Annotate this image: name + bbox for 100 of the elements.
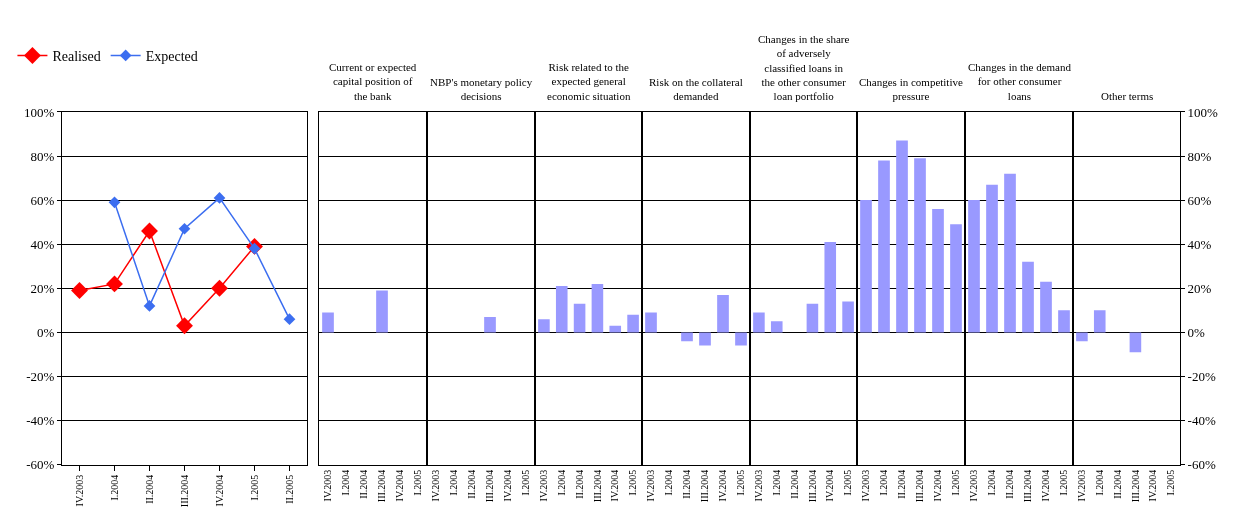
y2-tick-label: 0% — [1187, 324, 1206, 340]
x-tick-label: I.2005 — [627, 469, 639, 496]
x-tick-label: I.2005 — [735, 469, 747, 496]
y-tick-label: -60% — [26, 457, 55, 473]
x-tick-label: II.2005 — [283, 474, 295, 504]
x-tick-label: I.2004 — [556, 469, 567, 496]
chart-title: NBP's monetary policy decisions — [430, 76, 533, 103]
bar — [591, 283, 604, 333]
point — [211, 279, 228, 297]
x-tick-label: I.2005 — [842, 469, 854, 496]
bar — [627, 314, 639, 333]
x-tick-label: IV.2003 — [860, 469, 872, 502]
y-tick-label: -20% — [26, 369, 55, 385]
chart-title: Changes in the share of adversely classified loans in the other consumer loan portfolio — [758, 33, 850, 103]
y2-tick-label: -60% — [1187, 457, 1216, 473]
point — [176, 317, 193, 335]
bar — [824, 242, 837, 333]
bar — [770, 321, 783, 333]
bar — [968, 200, 980, 333]
point — [141, 222, 158, 240]
x-tick-label: I.2005 — [950, 469, 962, 496]
point — [213, 192, 226, 204]
x-tick-label: IV.2004 — [717, 469, 729, 502]
x-tick-label: III.2004 — [376, 469, 388, 503]
bar — [555, 286, 568, 333]
point — [283, 313, 296, 326]
x-tick-label: IV.2004 — [1040, 469, 1052, 502]
x-tick-label: III.2004 — [806, 469, 818, 503]
x-tick-label: II.2004 — [1111, 469, 1123, 499]
bar — [878, 160, 890, 333]
x-tick-label: IV.2004 — [824, 469, 836, 502]
x-tick-label: I.2005 — [1058, 469, 1070, 496]
x-tick-label: I.2004 — [986, 469, 998, 496]
x-tick-label: IV.2003 — [538, 469, 550, 502]
bar — [609, 325, 622, 333]
x-tick-label: IV.2003 — [1076, 469, 1088, 502]
y2-tick-label: -40% — [1187, 413, 1216, 429]
x-tick-label: I.2004 — [448, 469, 460, 496]
y2-tick-label: 60% — [1187, 192, 1212, 208]
x-tick-label: I.2004 — [771, 469, 782, 496]
y-tick-label: 80% — [30, 148, 55, 164]
x-tick-label: I.2005 — [1165, 469, 1177, 496]
bar — [950, 224, 962, 333]
point — [108, 196, 121, 209]
x-tick-label: IV.2004 — [932, 469, 944, 502]
y-tick-label: 100% — [24, 104, 55, 120]
x-tick-label: III.2004 — [699, 469, 711, 503]
x-tick-label: III.2004 — [1129, 469, 1141, 503]
y2-tick-label: 80% — [1187, 148, 1212, 164]
x-tick-label: III.2004 — [591, 469, 603, 503]
y-tick-label: 20% — [30, 280, 55, 296]
x-tick-label: II.2004 — [681, 469, 693, 499]
x-tick-label: I.2005 — [520, 469, 532, 496]
x-tick-label: I.2005 — [412, 469, 424, 496]
bar — [1058, 310, 1070, 333]
x-tick-label: IV.2003 — [430, 469, 442, 502]
chart-title: Other terms — [1101, 90, 1154, 102]
x-tick-label: III.2004 — [914, 469, 926, 503]
x-tick-label: II.2004 — [143, 474, 155, 504]
x-tick-label: I.2004 — [663, 469, 675, 496]
x-tick-label: IV.2004 — [502, 469, 514, 502]
y-tick-label: 0% — [37, 324, 55, 340]
x-tick-label: I.2004 — [108, 474, 120, 501]
chart-title: Risk related to the expected general economic situation — [547, 61, 631, 102]
x-tick-label: III.2004 — [1022, 469, 1034, 503]
x-tick-label: IV.2003 — [753, 469, 765, 502]
x-tick-label: II.2004 — [573, 469, 585, 499]
x-tick-label: IV.2004 — [609, 469, 621, 502]
bar — [573, 303, 586, 333]
bar — [538, 319, 550, 333]
x-tick-label: II.2004 — [896, 469, 908, 499]
x-tick-label: I.2005 — [248, 474, 260, 501]
x-tick-label: I.2004 — [878, 469, 890, 496]
x-tick-label: I.2004 — [340, 469, 352, 496]
chart-title: Changes in the demand for other consumer loans — [968, 61, 1072, 102]
point — [143, 300, 156, 312]
x-tick-label: III.2004 — [178, 474, 190, 508]
bar — [932, 208, 944, 333]
point — [178, 222, 191, 235]
bar — [896, 140, 908, 333]
x-tick-label: II.2004 — [1004, 469, 1016, 499]
point — [71, 282, 88, 299]
chart-title: Changes in competitive pressure — [859, 76, 963, 103]
point — [106, 275, 123, 293]
x-tick-label: IV.2003 — [73, 474, 85, 507]
bar — [842, 301, 854, 333]
y-tick-label: 40% — [30, 236, 55, 252]
y2-tick-label: 100% — [1187, 104, 1219, 120]
point — [248, 242, 261, 255]
x-tick-label: IV.2004 — [394, 469, 406, 502]
x-tick-label: IV.2003 — [645, 469, 657, 502]
x-tick-label: IV.2003 — [322, 469, 334, 502]
bar — [914, 158, 926, 333]
y-tick-label: -40% — [26, 413, 55, 429]
y2-tick-label: 20% — [1187, 280, 1212, 296]
x-tick-label: IV.2004 — [1147, 469, 1159, 502]
bar — [986, 184, 998, 333]
x-tick-label: I.2004 — [1094, 469, 1105, 496]
bar — [1022, 261, 1034, 333]
legend-label: Realised — [52, 48, 101, 64]
